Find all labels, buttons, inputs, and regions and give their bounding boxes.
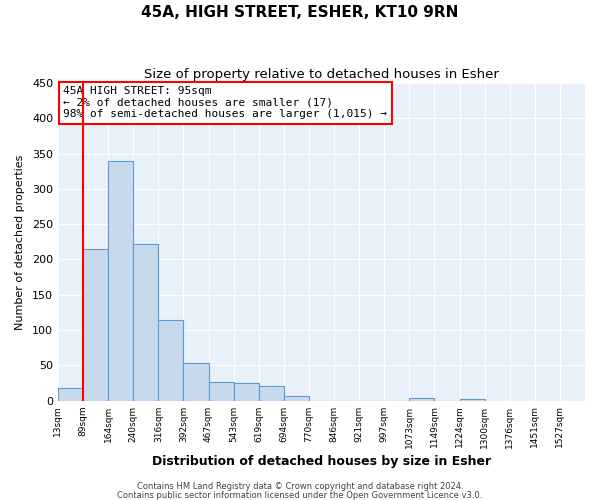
Text: Contains HM Land Registry data © Crown copyright and database right 2024.: Contains HM Land Registry data © Crown c… — [137, 482, 463, 491]
Bar — [209, 382, 233, 400]
Bar — [259, 386, 284, 400]
Bar — [158, 320, 184, 400]
Text: 45A HIGH STREET: 95sqm
← 2% of detached houses are smaller (17)
98% of semi-deta: 45A HIGH STREET: 95sqm ← 2% of detached … — [63, 86, 387, 120]
Bar — [83, 249, 108, 400]
Bar — [108, 160, 133, 400]
Bar — [460, 399, 485, 400]
Bar — [233, 383, 259, 400]
Y-axis label: Number of detached properties: Number of detached properties — [15, 154, 25, 330]
Title: Size of property relative to detached houses in Esher: Size of property relative to detached ho… — [144, 68, 499, 80]
Text: 45A, HIGH STREET, ESHER, KT10 9RN: 45A, HIGH STREET, ESHER, KT10 9RN — [142, 5, 458, 20]
X-axis label: Distribution of detached houses by size in Esher: Distribution of detached houses by size … — [152, 454, 491, 468]
Bar — [58, 388, 83, 400]
Bar — [284, 396, 309, 400]
Bar — [409, 398, 434, 400]
Text: Contains public sector information licensed under the Open Government Licence v3: Contains public sector information licen… — [118, 490, 482, 500]
Bar — [184, 363, 209, 401]
Bar — [133, 244, 158, 400]
